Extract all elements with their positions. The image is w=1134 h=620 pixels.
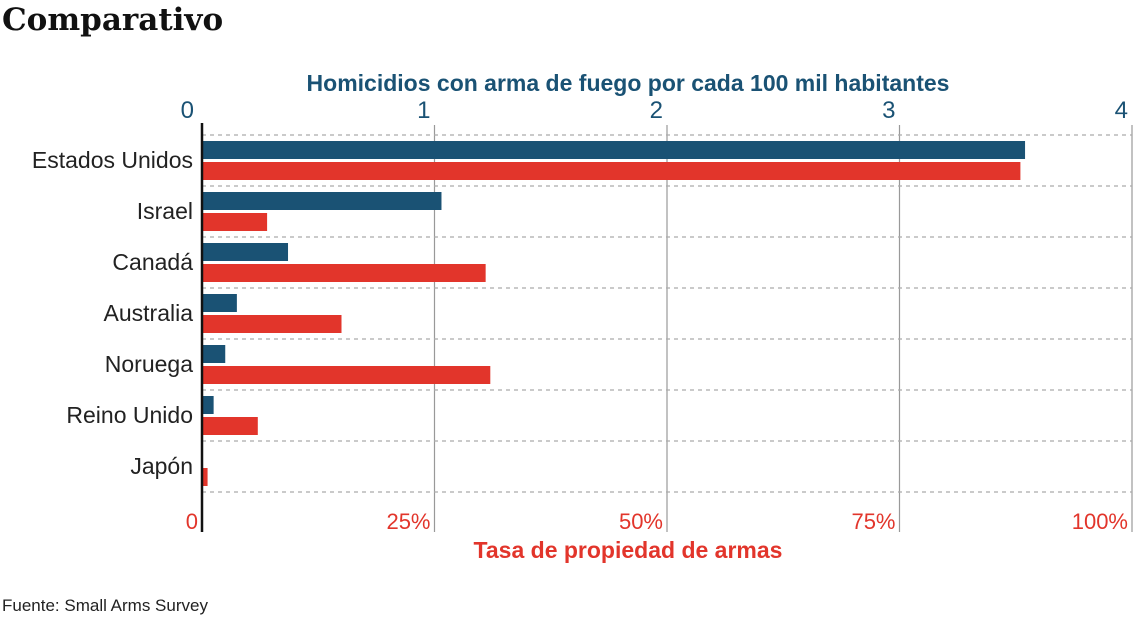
source-note: Fuente: Small Arms Survey	[2, 596, 208, 615]
ownership-bar	[202, 315, 342, 333]
category-label: Israel	[137, 198, 193, 224]
top-axis-title: Homicidios con arma de fuego por cada 10…	[307, 70, 950, 96]
bottom-tick-label: 100%	[1072, 509, 1128, 534]
ownership-bar	[202, 213, 268, 231]
homicide-bar	[202, 396, 214, 414]
category-label: Reino Unido	[66, 402, 193, 428]
category-label: Canadá	[112, 249, 193, 275]
homicide-bar	[202, 345, 226, 363]
homicide-bar	[202, 192, 442, 210]
ownership-bar	[202, 264, 486, 282]
homicide-bar	[202, 294, 237, 312]
category-label: Estados Unidos	[32, 147, 193, 173]
bar-chart: 0 0 1 25% 2 50% 3 75% 4 100% Estados Unidos Israel C…	[32, 70, 1133, 563]
bottom-tick-label: 0	[186, 509, 198, 534]
bottom-tick-label: 50%	[619, 509, 663, 534]
ownership-bar	[202, 468, 208, 486]
bottom-axis-title: Tasa de propiedad de armas	[474, 537, 783, 563]
ownership-bar	[202, 366, 491, 384]
homicide-bar	[202, 141, 1026, 159]
category-label: Noruega	[105, 351, 193, 377]
top-tick-label: 3	[882, 97, 895, 124]
top-tick-label: 4	[1115, 97, 1128, 124]
category-label: Japón	[130, 453, 193, 479]
top-tick-label: 2	[650, 97, 663, 124]
bottom-tick-label: 25%	[386, 509, 430, 534]
bottom-tick-label: 75%	[851, 509, 895, 534]
ownership-bar	[202, 417, 258, 435]
homicide-bar	[202, 243, 289, 261]
top-tick-label: 0	[181, 97, 194, 124]
top-tick-label: 1	[417, 97, 430, 124]
category-label: Australia	[104, 300, 194, 326]
ownership-bar	[202, 162, 1021, 180]
page-title: Comparativo	[2, 2, 224, 38]
